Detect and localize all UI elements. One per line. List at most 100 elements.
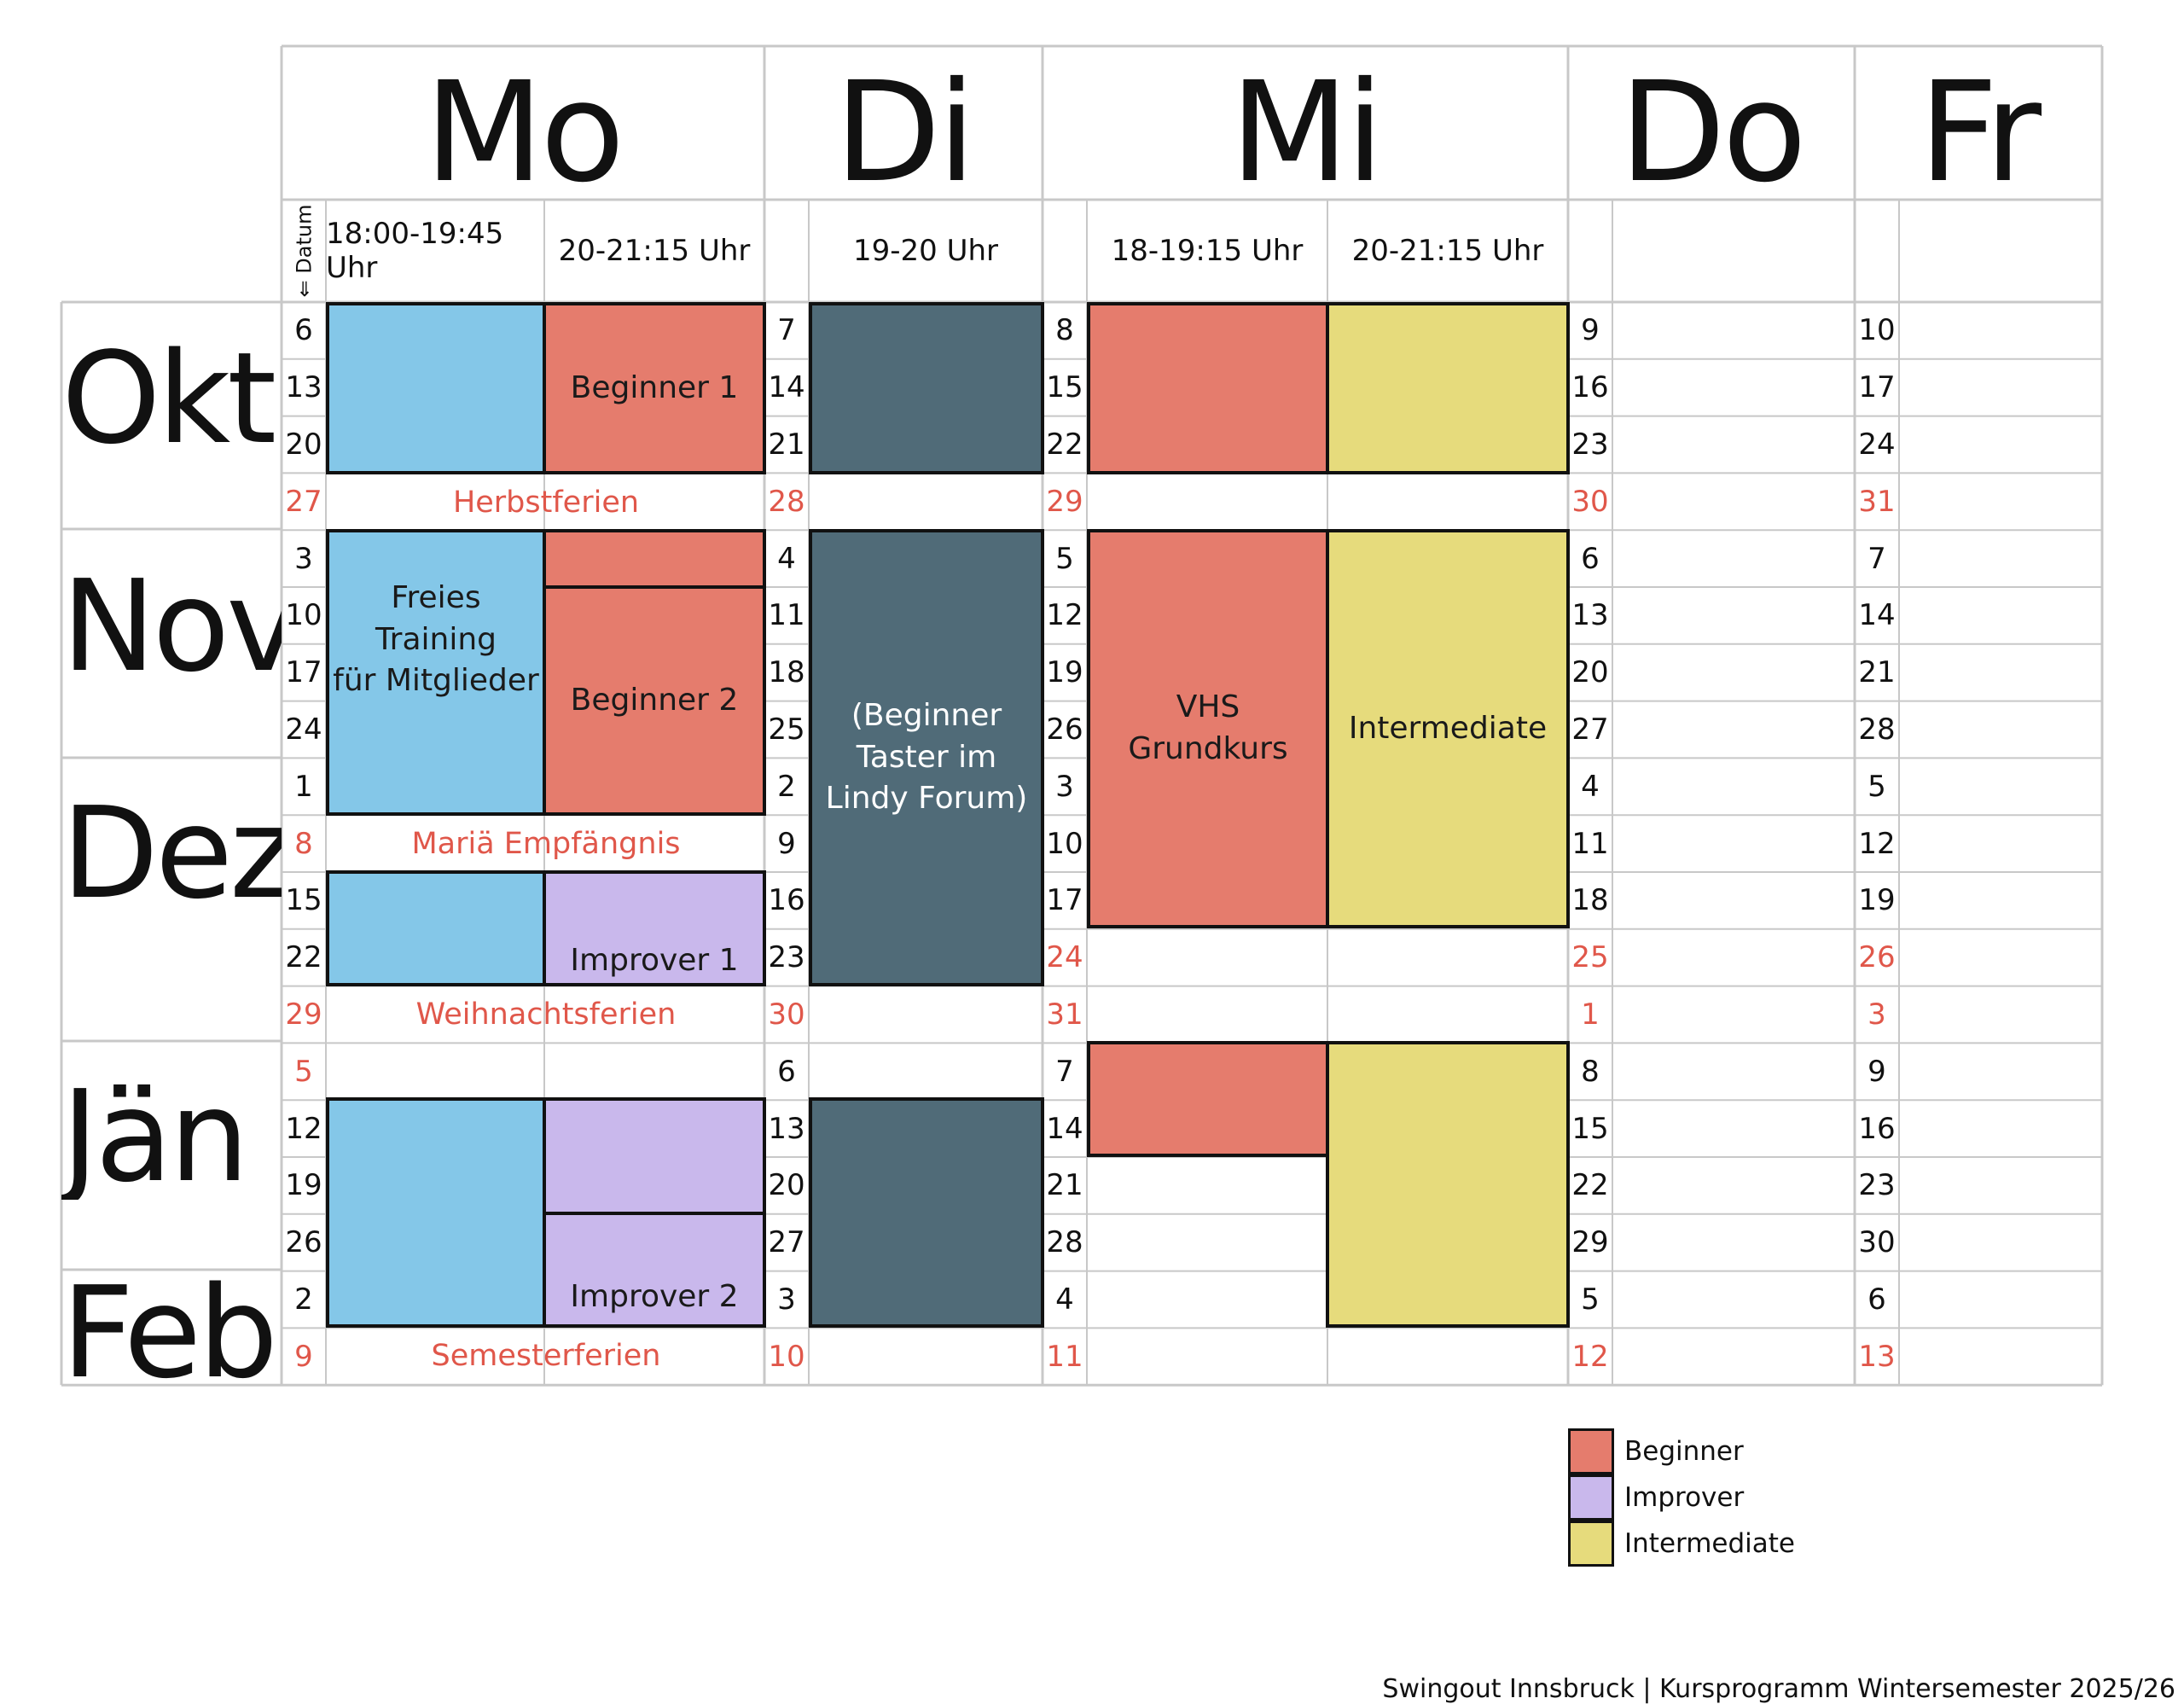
date-number-mi: 3 xyxy=(1055,769,1074,804)
block-intermediate-jan xyxy=(1326,1041,1570,1328)
date-number-di: 11 xyxy=(768,598,805,633)
freies-training-label: Freies Training für Mitglieder xyxy=(333,580,539,699)
date-number-mi: 11 xyxy=(1046,1339,1083,1374)
month-okt: Okt xyxy=(61,335,276,462)
date-number-mo: 20 xyxy=(285,427,322,462)
date-number-di: 25 xyxy=(768,712,805,747)
date-number-fr: 9 xyxy=(1867,1054,1886,1089)
date-number-di: 3 xyxy=(777,1282,796,1317)
beginner-2-label: Beginner 2 xyxy=(570,682,739,718)
date-number-mo: 6 xyxy=(294,313,313,348)
date-number-do: 18 xyxy=(1571,883,1609,918)
date-number-mo: 5 xyxy=(294,1054,313,1089)
date-number-di: 27 xyxy=(768,1225,805,1260)
vhs-grundkurs-label: VHS Grundkurs xyxy=(1128,689,1288,766)
block-taster-okt xyxy=(809,302,1044,474)
date-number-mo: 27 xyxy=(285,484,322,519)
day-header-mi: Mi xyxy=(1229,53,1385,213)
block-freies-training: Freies Training für Mitglieder xyxy=(326,529,546,816)
date-number-di: 23 xyxy=(768,940,805,975)
block-improver-jan-small xyxy=(543,1097,766,1215)
date-number-fr: 7 xyxy=(1867,541,1886,576)
block-training-dez xyxy=(326,870,546,986)
footer-caption: Swingout Innsbruck | Kursprogramm Winter… xyxy=(1382,1674,2175,1704)
date-number-mo: 10 xyxy=(285,598,322,633)
block-beginner-mi-jan xyxy=(1087,1041,1329,1157)
date-number-mo: 9 xyxy=(294,1339,313,1374)
date-number-fr: 5 xyxy=(1867,769,1886,804)
date-number-do: 4 xyxy=(1581,769,1600,804)
block-improver-2: Improver 2 xyxy=(543,1212,766,1328)
date-number-fr: 12 xyxy=(1858,826,1896,861)
date-number-fr: 10 xyxy=(1858,313,1896,348)
taster-label: (Beginner Taster im Lindy Forum) xyxy=(825,698,1028,817)
block-vhs-grundkurs: VHS Grundkurs xyxy=(1087,529,1329,928)
date-number-mi: 10 xyxy=(1046,826,1083,861)
improver-2-label: Improver 2 xyxy=(570,1278,739,1314)
date-number-mi: 24 xyxy=(1046,940,1083,975)
block-beginner-taster: (Beginner Taster im Lindy Forum) xyxy=(809,529,1044,986)
date-number-do: 5 xyxy=(1581,1282,1600,1317)
date-number-mi: 31 xyxy=(1046,997,1083,1032)
date-number-mi: 19 xyxy=(1046,655,1083,690)
date-number-do: 16 xyxy=(1571,370,1609,405)
date-number-fr: 26 xyxy=(1858,940,1896,975)
date-number-mo: 3 xyxy=(294,541,313,576)
day-header-mo: Mo xyxy=(424,53,625,213)
block-beginner-mi-okt xyxy=(1087,302,1329,474)
date-number-di: 10 xyxy=(768,1339,805,1374)
date-number-fr: 19 xyxy=(1858,883,1896,918)
date-number-fr: 24 xyxy=(1858,427,1896,462)
date-number-do: 25 xyxy=(1571,940,1609,975)
date-number-do: 8 xyxy=(1581,1054,1600,1089)
date-number-fr: 17 xyxy=(1858,370,1896,405)
date-number-di: 14 xyxy=(768,370,805,405)
date-number-do: 9 xyxy=(1581,313,1600,348)
date-number-mi: 21 xyxy=(1046,1168,1083,1203)
block-taster-jan xyxy=(809,1097,1044,1328)
date-number-di: 4 xyxy=(777,541,796,576)
date-number-mi: 14 xyxy=(1046,1111,1083,1146)
legend-swatch-improver xyxy=(1568,1474,1614,1521)
date-number-mo: 24 xyxy=(285,712,322,747)
date-number-di: 2 xyxy=(777,769,796,804)
legend-swatch-intermediate xyxy=(1568,1521,1614,1567)
date-number-di: 20 xyxy=(768,1168,805,1203)
date-number-fr: 16 xyxy=(1858,1111,1896,1146)
block-training-jan xyxy=(326,1097,546,1328)
date-number-di: 30 xyxy=(768,997,805,1032)
date-number-do: 27 xyxy=(1571,712,1609,747)
date-number-mo: 1 xyxy=(294,769,313,804)
date-number-mi: 28 xyxy=(1046,1225,1083,1260)
date-number-fr: 14 xyxy=(1858,598,1896,633)
date-number-mo: 8 xyxy=(294,826,313,861)
date-number-mi: 4 xyxy=(1055,1282,1074,1317)
block-training-okt xyxy=(326,302,546,474)
legend-label-beginner: Beginner xyxy=(1624,1436,1744,1467)
day-header-do: Do xyxy=(1619,53,1807,213)
block-beginner-1: Beginner 1 xyxy=(543,302,766,474)
legend-label-intermediate: Intermediate xyxy=(1624,1528,1796,1559)
holiday-weihnachtsferien: Weihnachtsferien xyxy=(415,997,677,1032)
legend-label-improver: Improver xyxy=(1624,1482,1745,1513)
date-number-mo: 13 xyxy=(285,370,322,405)
month-jaen: Jän xyxy=(61,1073,249,1200)
date-number-di: 6 xyxy=(777,1054,796,1089)
date-number-mo: 22 xyxy=(285,940,322,975)
holiday-mariae-empfaengnis: Mariä Empfängnis xyxy=(411,827,681,861)
block-improver-1: Improver 1 xyxy=(543,870,766,986)
date-number-do: 23 xyxy=(1571,427,1609,462)
date-number-do: 15 xyxy=(1571,1111,1609,1146)
date-number-do: 6 xyxy=(1581,541,1600,576)
date-number-mi: 17 xyxy=(1046,883,1083,918)
date-number-fr: 21 xyxy=(1858,655,1896,690)
date-number-di: 13 xyxy=(768,1111,805,1146)
block-beginner-nov-small xyxy=(543,529,766,589)
datum-label: ⇐ Datum xyxy=(292,204,316,298)
date-number-do: 20 xyxy=(1571,655,1609,690)
date-number-mi: 12 xyxy=(1046,598,1083,633)
date-number-mi: 7 xyxy=(1055,1054,1074,1089)
date-number-fr: 23 xyxy=(1858,1168,1896,1203)
date-number-mi: 15 xyxy=(1046,370,1083,405)
date-number-fr: 3 xyxy=(1867,997,1886,1032)
